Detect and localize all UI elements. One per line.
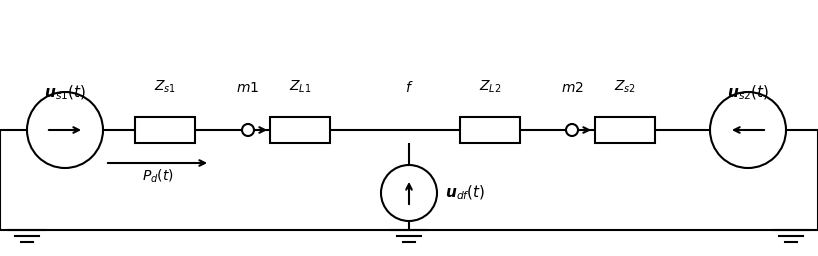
Text: $f$: $f$	[405, 80, 413, 95]
Text: $\boldsymbol{u}_{s1}(t)$: $\boldsymbol{u}_{s1}(t)$	[44, 84, 86, 102]
Text: $P_d(t)$: $P_d(t)$	[142, 168, 173, 185]
Text: $\boldsymbol{u}_{df}(t)$: $\boldsymbol{u}_{df}(t)$	[445, 184, 486, 202]
Bar	[135, 117, 195, 143]
Circle shape	[566, 124, 578, 136]
Bar	[460, 117, 520, 143]
Text: $m1$: $m1$	[236, 81, 259, 95]
Text: $Z_{L2}$: $Z_{L2}$	[479, 79, 501, 95]
Circle shape	[381, 165, 437, 221]
Text: $Z_{s1}$: $Z_{s1}$	[154, 79, 176, 95]
Text: $m2$: $m2$	[560, 81, 583, 95]
Circle shape	[242, 124, 254, 136]
Text: $Z_{s2}$: $Z_{s2}$	[614, 79, 636, 95]
Bar	[595, 117, 655, 143]
Circle shape	[710, 92, 786, 168]
Circle shape	[27, 92, 103, 168]
Text: $Z_{L1}$: $Z_{L1}$	[289, 79, 311, 95]
Text: $\boldsymbol{u}_{s2}(t)$: $\boldsymbol{u}_{s2}(t)$	[727, 84, 769, 102]
Bar	[270, 117, 330, 143]
